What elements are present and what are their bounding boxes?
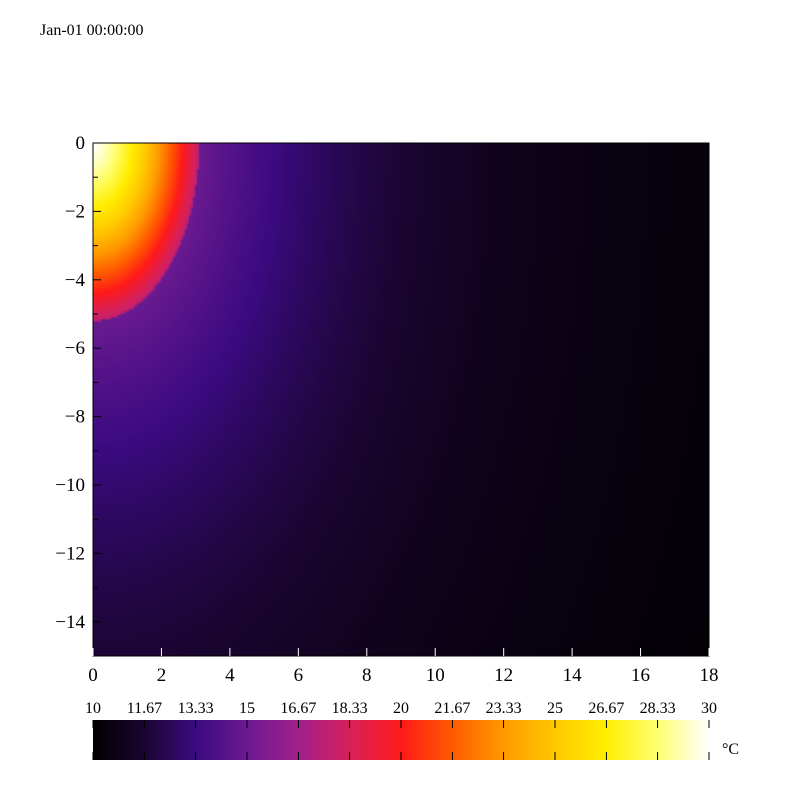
x-tick-label: 2	[157, 665, 167, 686]
y-tick-label: −2	[65, 201, 85, 222]
x-tick-label: 18	[700, 665, 719, 686]
y-tick-label: −10	[55, 475, 85, 496]
colorbar-tick-label: 16.67	[280, 700, 316, 717]
plot-frame	[92, 142, 710, 657]
x-tick-label: 14	[563, 665, 583, 686]
y-tick-label: −6	[65, 338, 85, 359]
colorbar-ticks: 10 11.67 13.33 15 16.67 18.33 20 21.67 23.33 25 26…	[85, 700, 717, 760]
colorbar-tick-label: 15	[239, 700, 255, 717]
colorbar-tick-label: 30	[701, 700, 717, 717]
colorbar-tick-label: 21.67	[434, 700, 470, 717]
x-tick-label: 0	[88, 665, 98, 686]
x-tick-label: 16	[631, 665, 650, 686]
colorbar-tick-label: 20	[393, 700, 409, 717]
heatmap-field	[93, 143, 709, 656]
x-tick-label: 12	[494, 665, 513, 686]
y-tick-label: −14	[55, 612, 85, 633]
x-tick-label: 4	[225, 665, 235, 686]
y-tick-label: 0	[76, 133, 86, 154]
y-tick-label: −4	[65, 270, 86, 291]
colorbar-tick-label: 23.33	[486, 700, 522, 717]
colorbar-tick-label: 28.33	[640, 700, 676, 717]
colorbar-tick-label: 11.67	[127, 700, 162, 717]
colorbar-tick-label: 10	[85, 700, 101, 717]
x-tick-label: 10	[426, 665, 445, 686]
x-tick-label: 8	[362, 665, 372, 686]
timestamp: Jan-01 00:00:00	[40, 22, 144, 39]
x-tick-label: 6	[294, 665, 304, 686]
colorbar-tick-label: 13.33	[178, 700, 214, 717]
y-tick-label: −12	[55, 543, 85, 564]
colorbar-tick-label: 25	[547, 700, 563, 717]
colorbar-tick-label: 26.67	[588, 700, 624, 717]
y-tick-label: −8	[65, 407, 85, 428]
axes: 0 2 4 6 8 10 12 14 16 18 0 −2 −4 −6 −8 −10 −12 −14	[55, 133, 718, 686]
colorbar-tick-label: 18.33	[332, 700, 368, 717]
colorbar-unit: °C	[722, 741, 739, 758]
